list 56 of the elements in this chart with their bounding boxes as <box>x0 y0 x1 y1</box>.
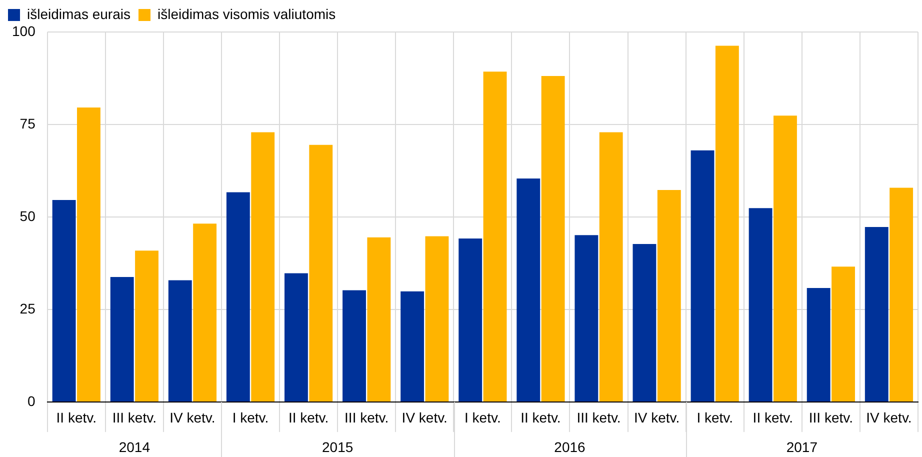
x-tick-label: I ketv. <box>232 409 269 426</box>
bar <box>168 280 192 402</box>
x-tick-label: II ketv. <box>56 409 96 426</box>
y-tick-label: 25 <box>20 300 36 316</box>
x-tick-label: II ketv. <box>520 409 561 426</box>
bar <box>864 226 888 402</box>
y-tick-label: 75 <box>20 115 36 132</box>
bar <box>342 290 366 402</box>
text: 2014 <box>118 438 150 455</box>
y-tick-label: 50 <box>20 208 36 224</box>
x-tick-label: I ketv. <box>696 409 734 426</box>
x-tick-label: II ketv. <box>288 409 329 426</box>
bar <box>458 238 482 402</box>
x-tick-label: III ketv. <box>112 409 156 426</box>
bar <box>367 237 391 402</box>
bar <box>715 46 739 402</box>
x-tick-label: IV ketv. <box>634 409 680 426</box>
bar <box>890 188 914 402</box>
bar <box>774 116 797 402</box>
bar <box>425 236 449 402</box>
legend-label: išleidimas visomis valiutomis <box>157 6 336 22</box>
legend-label: išleidimas eurais <box>27 6 130 22</box>
bar <box>574 235 598 402</box>
bar <box>657 190 681 402</box>
bar <box>52 200 76 402</box>
bar <box>226 192 250 402</box>
x-tick-label: IV ketv. <box>866 409 912 426</box>
x-tick-label: III ketv. <box>576 409 621 426</box>
bar <box>135 250 158 402</box>
bar <box>599 132 623 402</box>
y-tick-label: 100 <box>12 22 36 39</box>
y-tick-label: 0 <box>28 392 36 409</box>
bar <box>76 107 100 402</box>
bar <box>400 291 424 402</box>
x-tick-label: II ketv. <box>752 409 793 426</box>
bar <box>806 288 830 402</box>
x-tick-label: IV ketv. <box>402 409 448 426</box>
x-tick-label: I ketv. <box>464 409 501 426</box>
bar <box>748 208 772 402</box>
x-tick-label: III ketv. <box>344 409 389 426</box>
x-tick-label: III ketv. <box>808 409 853 426</box>
bar <box>690 150 714 402</box>
bar <box>251 132 275 402</box>
text: 2017 <box>786 438 818 455</box>
bar <box>309 144 333 402</box>
bar <box>483 72 507 402</box>
bar <box>110 276 134 402</box>
bar <box>284 273 308 402</box>
bar <box>516 178 540 402</box>
text: 2016 <box>554 438 586 455</box>
bar <box>832 266 855 402</box>
text: 2015 <box>322 438 354 455</box>
x-tick-label: IV ketv. <box>170 409 216 426</box>
bar <box>541 76 565 402</box>
bar <box>193 224 217 402</box>
bar <box>632 244 656 402</box>
